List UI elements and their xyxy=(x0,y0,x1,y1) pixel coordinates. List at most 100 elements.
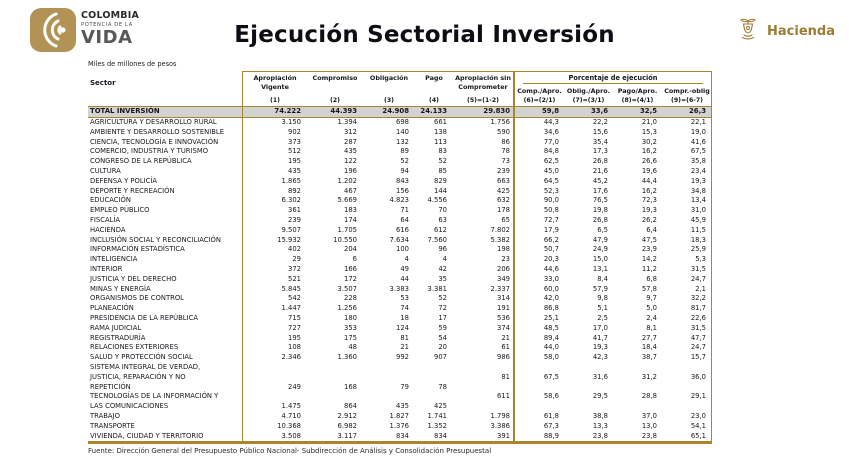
sector-label: DEPORTE Y RECREACIÓN xyxy=(88,186,243,197)
colombia-logo: COLOMBIA POTENCIA DE LA VIDA xyxy=(30,8,139,56)
pct-cell: 22,1 xyxy=(662,118,712,128)
value-cell: 175 xyxy=(344,333,357,342)
value-cell: 435 xyxy=(288,167,301,176)
column-header-comp-apro: Comp./Apro. (6)=(2/1) xyxy=(515,84,564,106)
table-row: EMPLEO PÚBLICO 361 183 71 70 178 50,8 19,8 19,3 3… xyxy=(88,206,712,217)
value-cell: 78 xyxy=(453,147,515,158)
value-cell: 42 xyxy=(438,265,447,274)
value-cell: 73 xyxy=(453,157,515,168)
pct-cell: 26,2 xyxy=(641,216,657,225)
pct-cell: 90,0 xyxy=(543,196,559,205)
value-cell: 172 xyxy=(344,274,357,283)
pct-cell: 37,0 xyxy=(641,411,657,420)
value-cell: 83 xyxy=(438,147,447,156)
pct-cell: 86,8 xyxy=(543,304,559,313)
column-formula: (4) xyxy=(429,97,439,105)
column-header-pago-apro: Pago/Apro. (8)=(4/1) xyxy=(613,84,662,106)
pct-cell: 44,4 xyxy=(641,176,657,185)
table-row: RAMA JUDICIAL 727 353 124 59 374 48,5 17,0 8,1 31… xyxy=(88,323,712,334)
value-cell: 661 xyxy=(434,118,447,127)
pct-cell: 13,3 xyxy=(592,421,608,430)
value-cell: 81 xyxy=(453,363,515,393)
value-cell: 402 xyxy=(288,245,301,254)
value-cell: 86 xyxy=(453,137,515,148)
pct-cell: 28,8 xyxy=(641,392,657,401)
table-row: PLANEACIÓN 1.447 1.256 74 72 191 86,8 5,1 5,0 81,… xyxy=(88,304,712,315)
sector-label: MINAS Y ENERGÍA xyxy=(88,284,243,295)
pct-cell: 26,8 xyxy=(592,216,608,225)
value-cell: 616 xyxy=(396,225,409,234)
sector-label: INTERIOR xyxy=(88,265,243,275)
value-cell: 7.634 xyxy=(389,235,409,244)
value-cell: 521 xyxy=(288,274,301,283)
value-cell: 140 xyxy=(396,127,409,136)
value-cell: 512 xyxy=(288,147,301,156)
value-cell: 21 xyxy=(400,343,409,352)
pct-cell: 15,6 xyxy=(592,127,608,136)
value-cell: 10.368 xyxy=(277,421,301,430)
pct-cell: 66,2 xyxy=(543,235,559,244)
value-cell: 892 xyxy=(288,186,301,195)
column-header-apropiacion-vigente: Apropiación Vigente (1) xyxy=(243,71,307,106)
pct-cell: 47,9 xyxy=(592,235,608,244)
page-title: Ejecución Sectorial Inversión xyxy=(234,22,615,48)
table-row: PRESIDENCIA DE LA REPÚBLICA 715 180 18 17 536… xyxy=(88,314,712,324)
pct-cell: 31,5 xyxy=(662,323,712,334)
pct-cell: 19,6 xyxy=(641,167,657,176)
pct-cell: 2,5 xyxy=(597,314,608,323)
sector-label: AGRICULTURA Y DESARROLLO RURAL xyxy=(88,118,243,128)
value-cell: 178 xyxy=(453,206,515,217)
value-cell: 168 xyxy=(344,382,357,391)
value-cell: 108 xyxy=(288,343,301,352)
pct-cell: 34,6 xyxy=(543,127,559,136)
table-row: VIVIENDA, CIUDAD Y TERRITORIO 3.508 3.117 8… xyxy=(88,431,712,442)
value-cell: 361 xyxy=(288,206,301,215)
value-cell: 180 xyxy=(344,314,357,323)
pct-cell: 23,8 xyxy=(592,431,608,440)
colombia-waves-icon xyxy=(30,8,76,56)
value-cell: 29.830 xyxy=(453,107,515,118)
pct-cell: 17,0 xyxy=(592,323,608,332)
value-cell: 52 xyxy=(438,157,447,166)
value-cell: 59 xyxy=(438,323,447,332)
value-cell: 834 xyxy=(396,431,409,440)
pct-cell: 52,3 xyxy=(543,186,559,195)
pct-cell: 8,4 xyxy=(597,274,608,283)
sector-label: INTELIGENCIA xyxy=(88,255,243,266)
pct-cell: 17,6 xyxy=(592,186,608,195)
value-cell: 124 xyxy=(396,323,409,332)
pct-cell: 11,2 xyxy=(641,265,657,274)
value-cell: 15.932 xyxy=(277,235,301,244)
value-cell: 24.908 xyxy=(382,107,409,116)
value-cell: 21 xyxy=(453,333,515,344)
value-cell: 373 xyxy=(288,137,301,146)
pct-cell: 13,4 xyxy=(662,196,712,207)
pct-cell: 16,2 xyxy=(641,186,657,195)
value-cell: 78 xyxy=(438,382,447,391)
pct-cell: 13,1 xyxy=(592,265,608,274)
table-row: TECNOLOGÍAS DE LA INFORMACIÓN Y LAS COMUN… xyxy=(88,392,712,412)
pct-cell: 18,3 xyxy=(662,235,712,246)
value-cell: 63 xyxy=(438,216,447,225)
column-header-sector: Sector xyxy=(88,71,243,107)
total-row: TOTAL INVERSIÓN 74.222 44.393 24.908 24.133 2… xyxy=(88,106,712,119)
pct-cell: 33,0 xyxy=(543,274,559,283)
value-cell: 391 xyxy=(453,431,515,442)
pct-cell: 6,5 xyxy=(597,225,608,234)
pct-cell: 76,5 xyxy=(592,196,608,205)
units-note: Miles de millones de pesos xyxy=(88,60,177,68)
pct-cell: 22,2 xyxy=(592,118,608,127)
value-cell: 166 xyxy=(344,265,357,274)
pct-cell: 42,3 xyxy=(592,353,608,362)
pct-cell: 26,3 xyxy=(662,107,712,118)
pct-cell: 57,9 xyxy=(592,284,608,293)
value-cell: 239 xyxy=(288,216,301,225)
table-row: SALUD Y PROTECCIÓN SOCIAL 2.346 1.360 992 90… xyxy=(88,353,712,363)
value-cell: 536 xyxy=(453,314,515,324)
table-row: DEPORTE Y RECREACIÓN 892 467 156 144 425 52,3 1… xyxy=(88,186,712,197)
value-cell: 35 xyxy=(438,274,447,283)
value-cell: 48 xyxy=(348,343,357,352)
value-cell: 191 xyxy=(453,304,515,315)
pct-cell: 61,8 xyxy=(543,411,559,420)
pct-cell: 45,2 xyxy=(592,176,608,185)
